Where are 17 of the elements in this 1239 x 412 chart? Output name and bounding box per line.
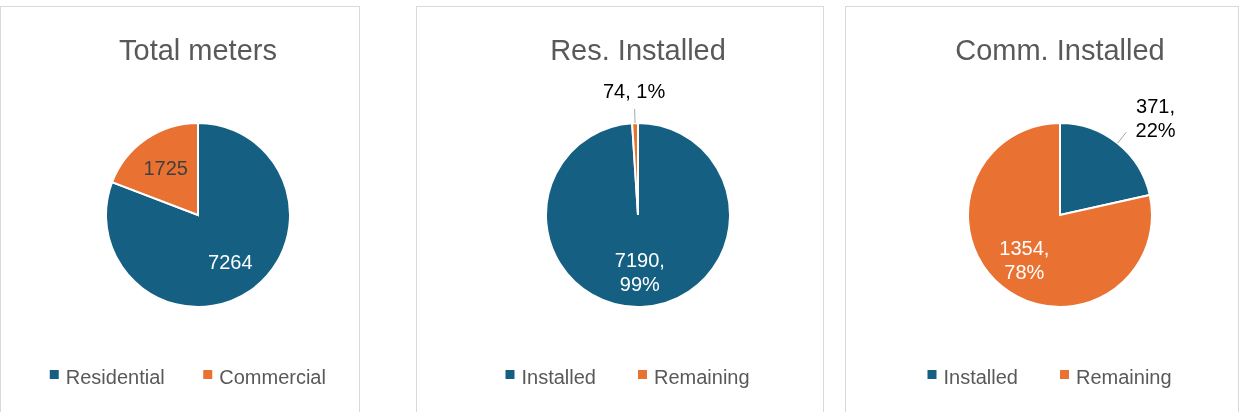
chart-title: Total meters (119, 34, 277, 66)
data-label: 371, 22% (1135, 95, 1176, 142)
legend-label: Remaining (654, 366, 750, 389)
pie-slice (545, 122, 731, 308)
data-label: 74, 1% (602, 80, 666, 103)
legend-label: Remaining (1076, 366, 1172, 389)
chart-title: Comm. Installed (955, 34, 1165, 66)
legend-label: Installed (521, 366, 596, 389)
data-label: 7264 (208, 250, 253, 273)
pie-slice (105, 122, 291, 308)
legend-label: Commercial (219, 366, 326, 389)
chart-title: Res. Installed (550, 34, 726, 66)
data-label: 7190, 99% (614, 249, 665, 296)
legend-label: Residential (65, 366, 165, 389)
data-label: 1725 (143, 157, 188, 180)
legend-label: Installed (943, 366, 1018, 389)
data-label: 1354, 78% (999, 236, 1050, 283)
